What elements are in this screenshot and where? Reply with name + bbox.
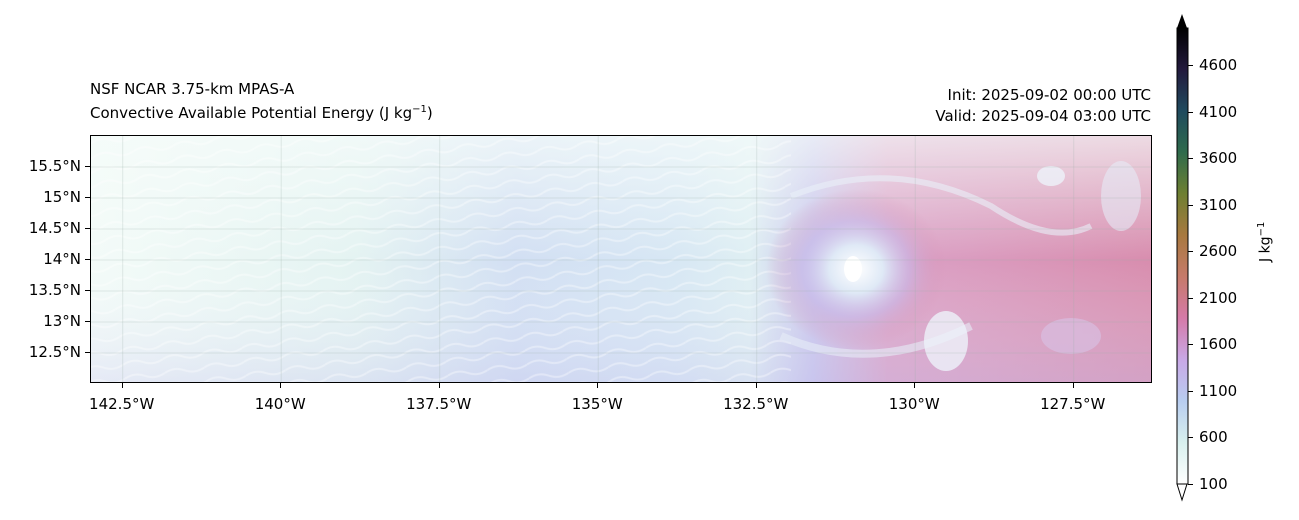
- cape-field: [91, 136, 1151, 382]
- colorbar-tick: [1188, 437, 1193, 439]
- lon-tick: [1072, 383, 1074, 388]
- colorbar-extend-max: [1177, 14, 1187, 28]
- lon-tick: [438, 383, 440, 388]
- valid-time: Valid: 2025-09-04 03:00 UTC: [935, 107, 1151, 125]
- lat-tick: [85, 228, 90, 229]
- lon-tick: [755, 383, 757, 388]
- colorbar-label: J kg−1: [1256, 222, 1274, 262]
- title-variable-sup: −1: [412, 104, 427, 115]
- lat-tick-label: 12.5°N: [28, 343, 81, 361]
- colorbar-extend-min: [1176, 483, 1188, 502]
- colorbar: [1176, 14, 1189, 502]
- colorbar-label-text: J kg: [1257, 236, 1274, 262]
- colorbar-tick-label: 1100: [1199, 381, 1238, 400]
- lat-tick: [85, 166, 90, 167]
- lon-tick-label: 137.5°W: [406, 395, 472, 413]
- colorbar-tick: [1188, 158, 1193, 160]
- lat-tick: [85, 259, 90, 260]
- title-variable: Convective Available Potential Energy (J…: [90, 104, 433, 122]
- colorbar-tick: [1188, 344, 1193, 346]
- init-time: Init: 2025-09-02 00:00 UTC: [947, 86, 1151, 104]
- lon-tick-label: 127.5°W: [1040, 395, 1106, 413]
- lat-tick: [85, 321, 90, 322]
- lon-tick: [280, 383, 282, 388]
- colorbar-tick-label: 100: [1199, 475, 1228, 493]
- title-variable-text: Convective Available Potential Energy (J…: [90, 104, 413, 122]
- title-variable-end: ): [426, 104, 433, 122]
- lon-tick: [597, 383, 599, 388]
- lon-tick-label: 142.5°W: [89, 395, 155, 413]
- graticule: [91, 136, 1151, 382]
- lat-tick-label: 15°N: [43, 188, 81, 206]
- lat-tick-label: 13°N: [43, 312, 81, 330]
- colorbar-tick-label: 3600: [1199, 149, 1238, 168]
- lon-tick-label: 140°W: [254, 395, 306, 413]
- colorbar-tick: [1188, 484, 1193, 485]
- lon-tick-label: 130°W: [888, 395, 940, 413]
- colorbar-tick-label: 3100: [1199, 195, 1238, 214]
- title-model: NSF NCAR 3.75-km MPAS-A: [90, 80, 295, 98]
- colorbar-tick-label: 4600: [1199, 56, 1238, 75]
- colorbar-tick-label: 600: [1199, 428, 1228, 447]
- colorbar-tick: [1188, 111, 1193, 113]
- lat-tick: [85, 352, 90, 353]
- colorbar-tick-label: 2100: [1199, 288, 1238, 307]
- colorbar-tick: [1188, 65, 1193, 67]
- lat-tick: [85, 197, 90, 198]
- colorbar-tick: [1188, 251, 1193, 253]
- lat-tick-label: 14°N: [43, 250, 81, 268]
- lat-tick-label: 13.5°N: [28, 281, 81, 299]
- lon-tick-label: 135°W: [571, 395, 623, 413]
- colorbar-tick-label: 1600: [1199, 335, 1238, 354]
- colorbar-tick: [1188, 390, 1193, 392]
- colorbar-tick-label: 4100: [1199, 102, 1238, 121]
- colorbar-tick: [1188, 204, 1193, 206]
- cape-map: [90, 135, 1152, 383]
- colorbar-bar: [1176, 27, 1189, 485]
- lon-tick: [914, 383, 916, 388]
- lon-tick: [121, 383, 123, 388]
- lat-tick-label: 15.5°N: [28, 157, 81, 175]
- lon-tick-label: 132.5°W: [723, 395, 789, 413]
- colorbar-label-sup: −1: [1256, 221, 1267, 237]
- lat-tick-label: 14.5°N: [28, 219, 81, 237]
- colorbar-tick: [1188, 297, 1193, 299]
- colorbar-tick-label: 2600: [1199, 242, 1238, 261]
- lat-tick: [85, 290, 90, 291]
